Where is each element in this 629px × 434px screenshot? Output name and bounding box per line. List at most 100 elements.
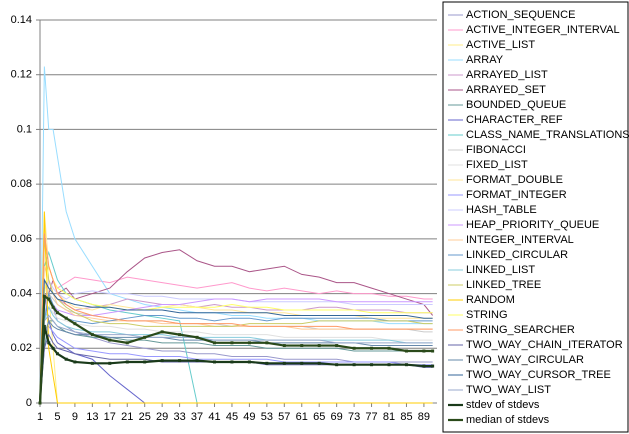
y-tick-label: 0.1 [17, 123, 32, 135]
series-line [39, 266, 433, 404]
legend-label: ARRAYED_SET [466, 84, 546, 96]
series-line [39, 320, 433, 404]
x-tick-label: 45 [226, 411, 238, 423]
legend-label: TWO_WAY_CURSOR_TREE [466, 369, 611, 381]
x-tick-label: 73 [348, 411, 360, 423]
marker [300, 361, 304, 365]
y-tick-label: 0 [26, 397, 32, 409]
series-line [39, 279, 433, 404]
x-tick-label: 61 [296, 411, 308, 423]
marker [73, 322, 77, 326]
marker [55, 311, 59, 315]
x-tick-label: 77 [365, 411, 377, 423]
marker [51, 305, 55, 309]
series-line [39, 278, 433, 404]
marker [108, 361, 112, 365]
legend-label: RANDOM [466, 294, 515, 306]
x-tick-label: 89 [418, 411, 430, 423]
y-tick-label: 0.06 [11, 233, 32, 245]
marker [431, 364, 435, 368]
y-tick-label: 0.12 [11, 69, 32, 81]
marker [282, 361, 286, 365]
legend-label: FIXED_LIST [466, 159, 528, 171]
x-tick-label: 81 [383, 411, 395, 423]
marker [300, 344, 304, 348]
x-tick-label: 41 [208, 411, 220, 423]
x-tick-label: 49 [243, 411, 255, 423]
x-tick-label: 29 [156, 411, 168, 423]
legend-label: HEAP_PRIORITY_QUEUE [466, 219, 599, 231]
x-tick-label: 9 [72, 411, 78, 423]
series-line [39, 266, 433, 404]
marker [90, 361, 94, 365]
marker [178, 333, 182, 337]
legend-label: BOUNDED_QUEUE [466, 99, 566, 111]
marker [64, 357, 68, 361]
marker [230, 360, 234, 364]
series-line [39, 333, 433, 404]
marker [108, 338, 112, 342]
series-line [38, 326, 433, 404]
marker [422, 364, 426, 368]
x-tick-label: 57 [278, 411, 290, 423]
y-tick-label: 0.08 [11, 178, 32, 190]
legend-label: HASH_TABLE [466, 204, 537, 216]
y-tick-label: 0.14 [11, 14, 32, 26]
marker [143, 360, 147, 364]
marker [51, 346, 55, 350]
marker [335, 363, 339, 367]
marker [370, 363, 374, 367]
marker [370, 346, 374, 350]
marker [160, 359, 164, 363]
x-tick-label: 5 [54, 411, 60, 423]
legend-label: CHARACTER_REF [466, 114, 563, 126]
marker [90, 333, 94, 337]
series-line [38, 294, 433, 404]
marker [38, 401, 42, 405]
marker [247, 360, 251, 364]
legend-label: CLASS_NAME_TRANSLATIONS [466, 129, 629, 141]
marker [387, 363, 391, 367]
legend-label: FORMAT_INTEGER [466, 189, 567, 201]
legend-label: median of stdevs [466, 414, 550, 426]
legend-label: TWO_WAY_LIST [466, 384, 551, 396]
legend-label: FORMAT_DOUBLE [466, 174, 563, 186]
legend-label: FIBONACCI [466, 144, 526, 156]
marker [160, 330, 164, 334]
marker [422, 349, 426, 353]
marker [125, 360, 129, 364]
x-tick-label: 33 [173, 411, 185, 423]
x-tick-label: 1 [37, 411, 43, 423]
legend-label: INTEGER_INTERVAL [466, 234, 574, 246]
marker [42, 294, 46, 298]
marker [387, 346, 391, 350]
series-line [39, 211, 433, 404]
x-tick-label: 65 [313, 411, 325, 423]
legend-label: TWO_WAY_CHAIN_ITERATOR [466, 339, 623, 351]
marker [352, 346, 356, 350]
marker [178, 359, 182, 363]
marker [73, 360, 77, 364]
legend-label: STRING [466, 309, 508, 321]
marker [213, 341, 217, 345]
marker [230, 341, 234, 345]
marker [195, 335, 199, 339]
series-line [39, 292, 433, 404]
legend-label: TWO_WAY_CIRCULAR [466, 354, 584, 366]
series-line [39, 325, 433, 404]
marker [195, 359, 199, 363]
series-line [39, 279, 433, 404]
marker [265, 341, 269, 345]
legend-label: stdev of stdevs [466, 399, 540, 411]
legend-label: LINKED_TREE [466, 279, 541, 291]
marker [404, 363, 408, 367]
series-line [39, 238, 433, 404]
marker [317, 344, 321, 348]
x-tick-label: 53 [261, 411, 273, 423]
series-line [39, 278, 433, 404]
marker [143, 335, 147, 339]
legend-label: ARRAYED_LIST [466, 69, 548, 81]
x-tick-label: 85 [400, 411, 412, 423]
series-line [39, 211, 433, 404]
